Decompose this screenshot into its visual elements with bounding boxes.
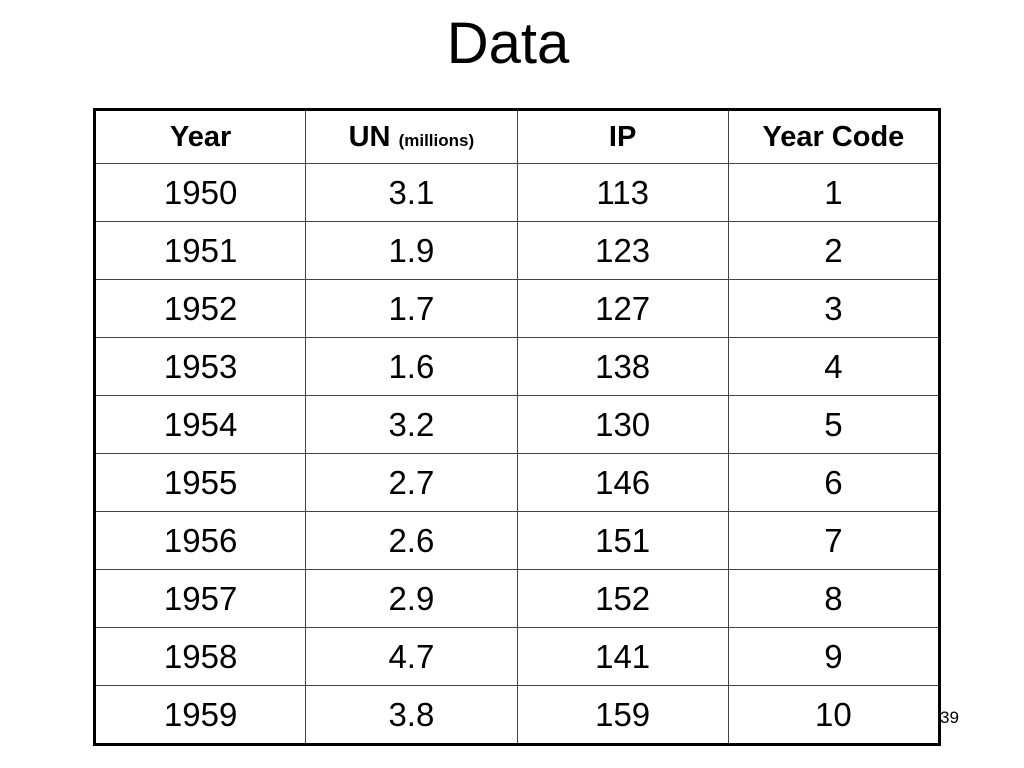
header-row: Year UN (millions) IP Year Code bbox=[93, 109, 941, 164]
table-cell: 8 bbox=[727, 569, 941, 628]
table-cell: 159 bbox=[516, 685, 729, 745]
table-cell: 2 bbox=[727, 221, 941, 280]
table-cell: 1950 bbox=[93, 163, 307, 222]
table-cell: 3.8 bbox=[305, 685, 518, 745]
table-row: 1950 3.1 113 1 bbox=[93, 163, 941, 222]
header-cell: Year Code bbox=[727, 109, 941, 164]
table-row: 1958 4.7 141 9 bbox=[93, 627, 941, 686]
header-cell: IP bbox=[516, 109, 729, 164]
table-cell: 138 bbox=[516, 337, 729, 396]
header-cell: UN (millions) bbox=[305, 109, 518, 164]
table-cell: 123 bbox=[516, 221, 729, 280]
slide-title: Data bbox=[446, 11, 570, 76]
table-cell: 1956 bbox=[93, 511, 307, 570]
data-table: Year UN (millions) IP Year Code 1950 3.1 113 1 1… bbox=[93, 108, 941, 746]
table-cell: 1.7 bbox=[305, 279, 518, 338]
table-cell: 1.6 bbox=[305, 337, 518, 396]
table-cell: 2.9 bbox=[305, 569, 518, 628]
header-text: UN bbox=[348, 120, 391, 153]
table-cell: 130 bbox=[516, 395, 729, 454]
header-note: (millions) bbox=[398, 130, 475, 150]
table-cell: 3.2 bbox=[305, 395, 518, 454]
table-cell: 1959 bbox=[93, 685, 307, 745]
table-cell: 3 bbox=[727, 279, 941, 338]
table-cell: 7 bbox=[727, 511, 941, 570]
table-cell: 1.9 bbox=[305, 221, 518, 280]
table-cell: 152 bbox=[516, 569, 729, 628]
table-cell: 10 bbox=[727, 685, 941, 745]
table-row: 1955 2.7 146 6 bbox=[93, 453, 941, 512]
table-row: 1953 1.6 138 4 bbox=[93, 337, 941, 396]
table-cell: 1955 bbox=[93, 453, 307, 512]
table-row: 1952 1.7 127 3 bbox=[93, 279, 941, 338]
page-number: 39 bbox=[940, 708, 959, 727]
table-row: 1954 3.2 130 5 bbox=[93, 395, 941, 454]
table-row: 1951 1.9 123 2 bbox=[93, 221, 941, 280]
table-cell: 1954 bbox=[93, 395, 307, 454]
table-cell: 5 bbox=[727, 395, 941, 454]
table-cell: 2.7 bbox=[305, 453, 518, 512]
header-cell: Year bbox=[93, 109, 307, 164]
table-cell: 1 bbox=[727, 163, 941, 222]
table-cell: 127 bbox=[516, 279, 729, 338]
table-cell: 3.1 bbox=[305, 163, 518, 222]
table-cell: 4.7 bbox=[305, 627, 518, 686]
table-row: 1959 3.8 159 10 bbox=[93, 685, 941, 745]
table-row: 1957 2.9 152 8 bbox=[93, 569, 941, 628]
table-cell: 146 bbox=[516, 453, 729, 512]
table-cell: 6 bbox=[727, 453, 941, 512]
table-cell: 1958 bbox=[93, 627, 307, 686]
table-cell: 1957 bbox=[93, 569, 307, 628]
table-cell: 2.6 bbox=[305, 511, 518, 570]
table-cell: 1953 bbox=[93, 337, 307, 396]
table-cell: 9 bbox=[727, 627, 941, 686]
table-cell: 1952 bbox=[93, 279, 307, 338]
table-cell: 1951 bbox=[93, 221, 307, 280]
table-cell: 151 bbox=[516, 511, 729, 570]
table-cell: 141 bbox=[516, 627, 729, 686]
table-row: 1956 2.6 151 7 bbox=[93, 511, 941, 570]
table-cell: 113 bbox=[516, 163, 729, 222]
table-cell: 4 bbox=[727, 337, 941, 396]
